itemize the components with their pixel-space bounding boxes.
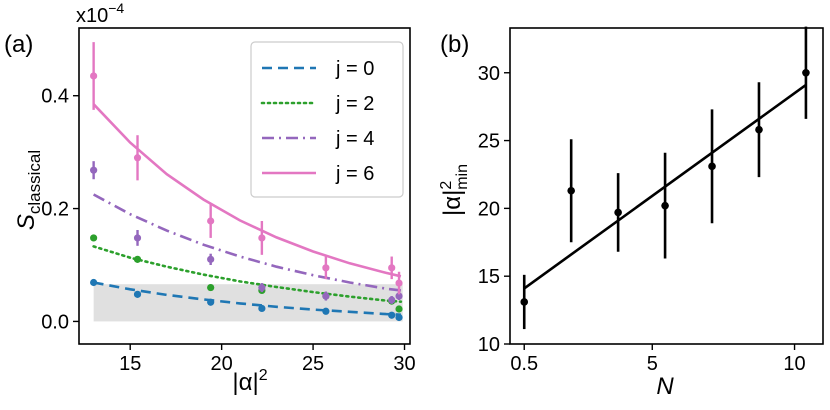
x-tick-label: 15 <box>119 353 141 375</box>
y-tick-label: 0.4 <box>41 86 69 108</box>
y-tick-label: 0.0 <box>41 311 69 333</box>
data-point <box>395 279 403 287</box>
shaded-band <box>93 284 403 322</box>
fit-curve-1 <box>92 245 403 303</box>
data-point <box>133 255 142 263</box>
data-point <box>207 283 215 292</box>
data-point <box>614 208 622 217</box>
x-tick-label: 30 <box>393 353 415 375</box>
data-point <box>395 313 403 322</box>
panel-a-frame <box>78 27 411 345</box>
fit-curve-0 <box>93 281 401 316</box>
legend-label: j = 2 <box>335 93 374 115</box>
data-point <box>395 305 403 313</box>
y-tick-label: 10 <box>478 334 500 356</box>
fit-curve-3 <box>92 103 402 278</box>
fit-curve-2 <box>92 193 402 292</box>
data-points <box>90 42 403 322</box>
x-tick-label: 20 <box>211 353 233 375</box>
legend: j = 0 j = 2 j = 4 j = 6 <box>250 41 404 198</box>
data-point <box>207 255 215 263</box>
data-point <box>388 264 396 272</box>
data-point <box>322 307 330 315</box>
legend-label: j = 0 <box>335 58 374 80</box>
data-point <box>133 154 142 162</box>
data-point <box>133 290 142 298</box>
x-tick-label: 25 <box>302 353 324 375</box>
data-point <box>90 72 98 80</box>
y-axis-ticks: 0.0 0.2 0.4 <box>41 86 79 333</box>
data-point <box>661 201 669 210</box>
x-tick-label: 10 <box>783 353 805 375</box>
legend-label: j = 4 <box>335 128 374 150</box>
x-axis-ticks: 15 20 25 30 <box>119 344 416 375</box>
data-point <box>258 304 266 313</box>
y-axis-label: |α|2min <box>438 164 471 216</box>
data-point <box>322 292 330 300</box>
y-tick-label: 30 <box>478 63 500 85</box>
data-point <box>133 234 142 242</box>
y-tick-label: 0.2 <box>41 199 69 221</box>
data-point <box>90 278 98 287</box>
data-point <box>258 234 266 242</box>
data-point <box>567 186 575 195</box>
x-axis-ticks: 0.5 5 10 <box>510 344 806 375</box>
x-axis-label: N <box>656 373 674 400</box>
data-point <box>388 311 396 319</box>
data-point <box>207 298 215 306</box>
data-point <box>802 68 810 77</box>
data-point <box>90 234 98 242</box>
x-axis-label: |α|2 <box>232 367 267 396</box>
data-point <box>207 217 215 225</box>
shaded-region <box>93 284 403 322</box>
data-point <box>322 264 330 272</box>
panel-b: (b) 0.5 5 10 10 15 20 25 30 N |α|2min <box>438 26 824 400</box>
legend-label: j = 6 <box>335 163 374 185</box>
data-points <box>520 26 810 330</box>
fit-curves <box>92 103 403 316</box>
y-multiplier: x10−4 <box>76 0 124 27</box>
data-point <box>755 125 763 134</box>
legend-frame <box>250 41 404 198</box>
panel-a: (a) x10−4 15 20 25 30 0.0 0.2 0.4 |α|2 Sclass… <box>4 0 416 396</box>
y-tick-label: 15 <box>478 266 500 288</box>
data-point <box>520 298 529 306</box>
data-point <box>708 162 716 171</box>
panel-b-frame <box>509 27 824 345</box>
panel-a-label: (a) <box>4 31 33 58</box>
data-point <box>388 296 396 304</box>
x-tick-label: 0.5 <box>510 353 538 375</box>
y-tick-label: 25 <box>478 131 500 153</box>
data-point <box>90 166 98 174</box>
panel-b-label: (b) <box>440 31 469 58</box>
y-tick-label: 20 <box>478 198 500 220</box>
x-tick-label: 5 <box>647 353 658 375</box>
data-point <box>258 283 266 292</box>
y-axis-ticks: 10 15 20 25 30 <box>478 63 510 356</box>
data-point <box>395 292 403 300</box>
y-axis-label: Sclassical <box>13 150 44 230</box>
